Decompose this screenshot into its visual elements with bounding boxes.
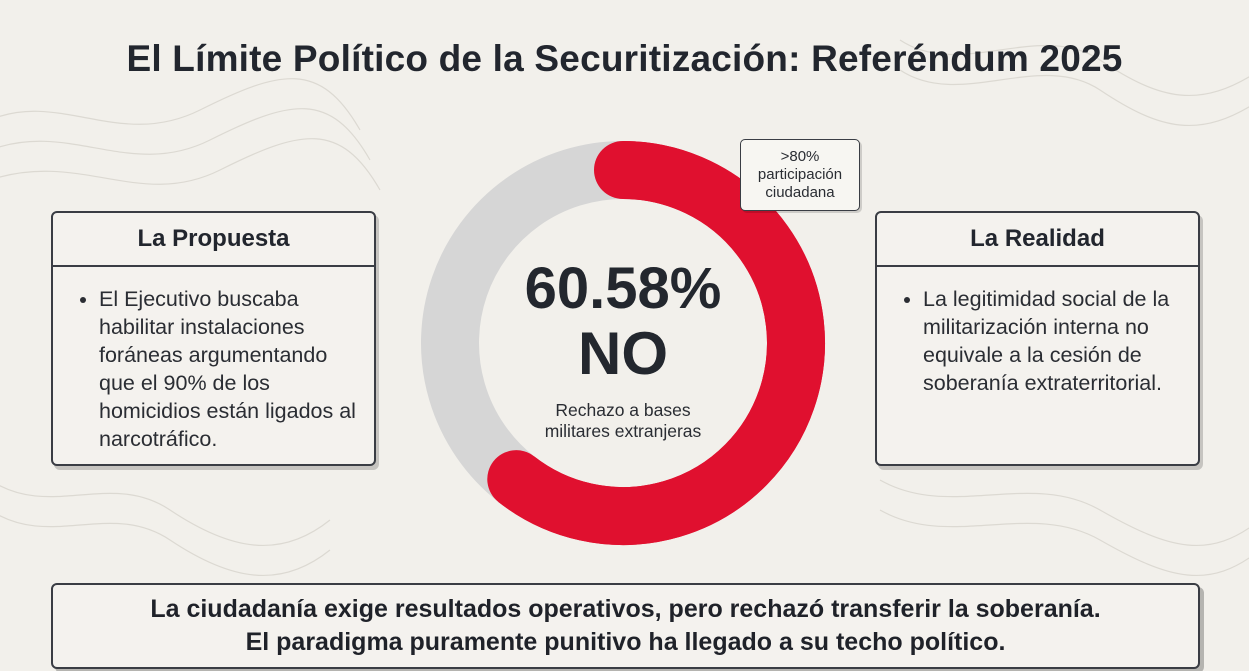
reality-list: La legitimidad social de la militarizaci… <box>877 267 1198 397</box>
no-answer-label: NO <box>578 320 668 387</box>
chart-caption-line2: militares extranjeras <box>544 421 702 441</box>
chart-caption-line1: Rechazo a bases <box>555 400 691 420</box>
participation-badge-value: >80% <box>780 148 820 165</box>
no-percentage: 60.58% <box>524 256 722 321</box>
reality-card: La Realidad La legitimidad social de la … <box>875 211 1200 466</box>
donut-slice-remainder <box>421 141 624 502</box>
referendum-donut-chart <box>421 141 825 545</box>
participation-badge: >80% participación ciudadana <box>740 139 860 211</box>
conclusion-line2: El paradigma puramente punitivo ha llega… <box>245 628 1006 656</box>
proposal-card-heading: La Propuesta <box>53 213 374 267</box>
conclusion-line1: La ciudadanía exige resultados operativo… <box>150 595 1101 623</box>
participation-badge-line2: participación <box>757 166 843 183</box>
proposal-bullet: El Ejecutivo buscaba habilitar instalaci… <box>99 285 360 453</box>
reality-card-heading: La Realidad <box>877 213 1198 267</box>
reality-bullet: La legitimidad social de la militarizaci… <box>923 285 1184 397</box>
chart-caption: Rechazo a bases militares extranjeras <box>473 400 773 442</box>
proposal-card: La Propuesta El Ejecutivo buscaba habili… <box>51 211 376 466</box>
page-title: El Límite Político de la Securitización:… <box>126 38 1123 79</box>
donut-slice-no-cap <box>487 141 825 545</box>
conclusion-banner: La ciudadanía exige resultados operativo… <box>51 583 1200 669</box>
participation-badge-line3: ciudadana <box>765 184 835 201</box>
proposal-list: El Ejecutivo buscaba habilitar instalaci… <box>53 267 374 453</box>
